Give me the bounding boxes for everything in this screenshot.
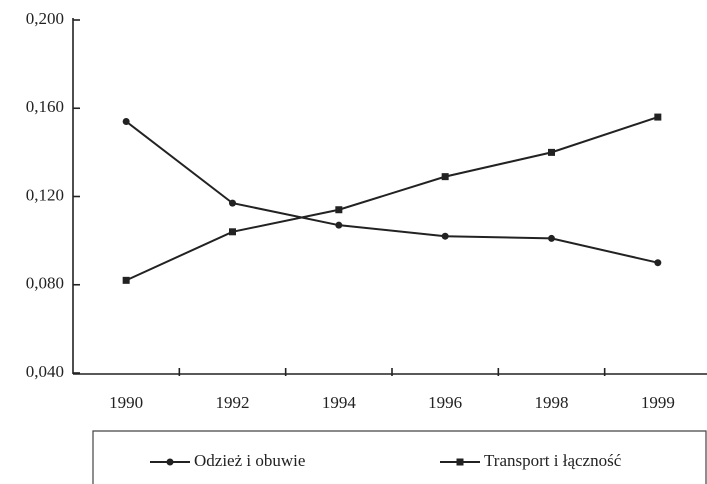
x-tick-label: 1994	[322, 393, 357, 412]
line	[125, 120, 659, 264]
y-tick-label: 0,200	[26, 9, 64, 28]
legend-box	[92, 430, 707, 484]
marker	[335, 221, 343, 229]
x-tick-label: 1996	[428, 393, 462, 412]
line	[125, 116, 659, 282]
marker	[229, 228, 236, 236]
legend-label: Odzież i obuwie	[194, 451, 305, 470]
y-tick-label: 0,120	[26, 185, 64, 204]
marker	[654, 113, 662, 121]
marker	[548, 148, 555, 156]
x-tick-label: 1999	[641, 393, 675, 412]
marker	[229, 199, 236, 207]
legend-marker	[456, 458, 464, 466]
marker	[441, 173, 449, 181]
marker	[654, 259, 662, 267]
marker	[122, 117, 130, 125]
x-tick-label: 1998	[535, 393, 569, 412]
legend-label: Transport i łączność	[484, 451, 622, 470]
legend-marker	[166, 458, 174, 466]
marker	[441, 232, 449, 240]
y-tick-label: 0,080	[26, 274, 64, 293]
x-tick-label: 1992	[216, 393, 250, 412]
y-tick-label: 0,160	[26, 97, 64, 116]
marker	[548, 234, 555, 242]
y-tick-label: 0,040	[26, 362, 64, 381]
x-tick-label: 1990	[109, 393, 143, 412]
marker	[122, 276, 130, 284]
marker	[335, 206, 343, 214]
